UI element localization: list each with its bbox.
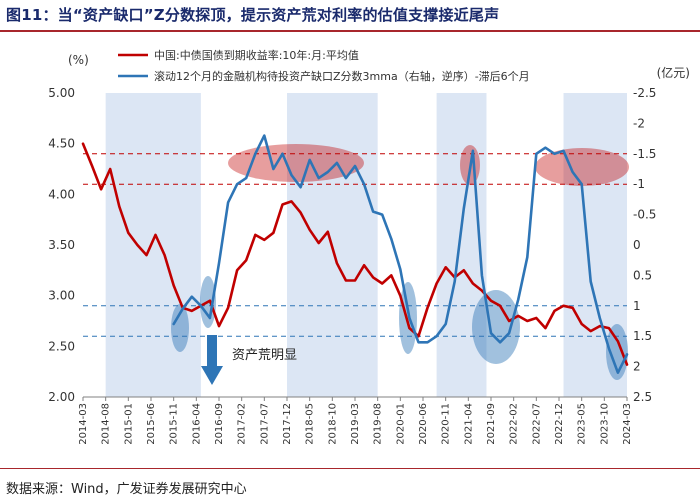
right-tick-label-1: -2.5 bbox=[633, 86, 656, 100]
x-tick-label-20: 2022-02 bbox=[509, 403, 520, 445]
x-tick-label-22: 2022-12 bbox=[554, 403, 565, 445]
x-tick-label-4: 2015-06 bbox=[146, 403, 157, 445]
x-tick-label-5: 2015-11 bbox=[169, 403, 180, 445]
axes: 2.002.503.003.504.004.505.00 -2.5-2-1.5-1… bbox=[48, 53, 690, 445]
x-tick-label-16: 2020-06 bbox=[418, 403, 429, 445]
x-tick-label-11: 2018-05 bbox=[305, 403, 316, 445]
highlight-ellipse-3 bbox=[535, 148, 629, 186]
x-tick-label-24: 2023-10 bbox=[599, 403, 610, 445]
x-tick-label-1: 2014-03 bbox=[78, 403, 89, 445]
right-axis-unit: (亿元) bbox=[657, 65, 690, 80]
right-tick-label-7: 0.5 bbox=[633, 268, 652, 282]
right-tick-label-5: -0.5 bbox=[633, 208, 656, 222]
x-tick-label-6: 2016-04 bbox=[191, 403, 202, 445]
left-axis-unit: (%) bbox=[68, 53, 89, 67]
right-tick-label-6: 0 bbox=[633, 238, 641, 252]
legend-label-1: 中国:中债国债到期收益率:10年:月:平均值 bbox=[154, 48, 359, 62]
left-tick-label-3: 3.00 bbox=[48, 289, 75, 303]
series-line-1 bbox=[81, 142, 629, 366]
highlight-ellipse-6 bbox=[399, 282, 417, 354]
left-tick-label-4: 3.50 bbox=[48, 238, 75, 252]
x-tick-label-21: 2022-07 bbox=[531, 403, 542, 445]
left-tick-label-7: 5.00 bbox=[48, 86, 75, 100]
x-tick-label-8: 2017-02 bbox=[237, 403, 248, 445]
source-note: 数据来源：Wind，广发证券发展研究中心 bbox=[6, 482, 247, 497]
left-tick-label-6: 4.50 bbox=[48, 137, 75, 151]
x-tick-label-13: 2019-03 bbox=[350, 403, 361, 445]
highlight-ellipse-4 bbox=[171, 304, 189, 352]
right-tick-label-8: 1 bbox=[633, 299, 641, 313]
x-tick-label-18: 2021-04 bbox=[463, 403, 474, 445]
right-tick-label-11: 2.5 bbox=[633, 390, 652, 404]
x-tick-label-10: 2017-12 bbox=[282, 403, 293, 445]
x-tick-label-15: 2020-01 bbox=[395, 403, 406, 445]
shaded-period-1 bbox=[105, 93, 201, 397]
right-tick-label-9: 1.5 bbox=[633, 329, 652, 343]
x-tick-label-9: 2017-07 bbox=[259, 403, 270, 445]
shaded-periods bbox=[105, 93, 627, 397]
right-tick-label-3: -1.5 bbox=[633, 147, 656, 161]
series-lines bbox=[81, 134, 629, 375]
x-tick-label-12: 2018-10 bbox=[327, 403, 338, 445]
x-tick-label-7: 2016-09 bbox=[214, 403, 225, 445]
annotation-text: 资产荒明显 bbox=[232, 348, 297, 363]
annotation-arrow-shaft bbox=[207, 335, 217, 366]
highlight-ellipse-7 bbox=[472, 290, 520, 364]
shaded-period-3 bbox=[436, 93, 487, 397]
chart-title: 图11：当“资产缺口”Z分数探顶，提示资产荒对利率的估值支撑接近尾声 bbox=[6, 6, 500, 24]
legend-label-2: 滚动12个月的金融机构待投资产缺口Z分数3mma（右轴，逆序）-滞后6个月 bbox=[154, 69, 530, 83]
x-tick-label-19: 2021-09 bbox=[486, 403, 497, 445]
x-tick-label-25: 2024-03 bbox=[622, 403, 633, 445]
x-tick-label-17: 2020-11 bbox=[441, 403, 452, 445]
chart-header: 图11：当“资产缺口”Z分数探顶，提示资产荒对利率的估值支撑接近尾声 bbox=[0, 0, 700, 32]
series-line-2 bbox=[172, 134, 629, 375]
x-tick-label-14: 2019-08 bbox=[373, 403, 384, 445]
annotation: 资产荒明显 bbox=[201, 335, 297, 385]
right-tick-label-4: -1 bbox=[633, 177, 645, 191]
left-tick-label-1: 2.00 bbox=[48, 390, 75, 404]
x-tick-label-2: 2014-08 bbox=[101, 403, 112, 445]
x-tick-label-3: 2015-01 bbox=[123, 403, 134, 445]
left-tick-label-2: 2.50 bbox=[48, 339, 75, 353]
right-tick-label-10: 2 bbox=[633, 360, 641, 374]
x-tick-label-23: 2023-05 bbox=[577, 403, 588, 445]
annotation-arrow-head bbox=[201, 366, 223, 385]
shaded-period-4 bbox=[563, 93, 627, 397]
left-tick-label-5: 4.00 bbox=[48, 187, 75, 201]
right-tick-label-2: -2 bbox=[633, 116, 645, 130]
chart-footer: 数据来源：Wind，广发证券发展研究中心 bbox=[0, 468, 700, 503]
dual-axis-line-chart: 2.002.503.003.504.004.505.00 -2.5-2-1.5-1… bbox=[48, 48, 690, 445]
legend: 中国:中债国债到期收益率:10年:月:平均值滚动12个月的金融机构待投资产缺口Z… bbox=[118, 48, 530, 83]
highlight-ellipses bbox=[171, 144, 629, 380]
